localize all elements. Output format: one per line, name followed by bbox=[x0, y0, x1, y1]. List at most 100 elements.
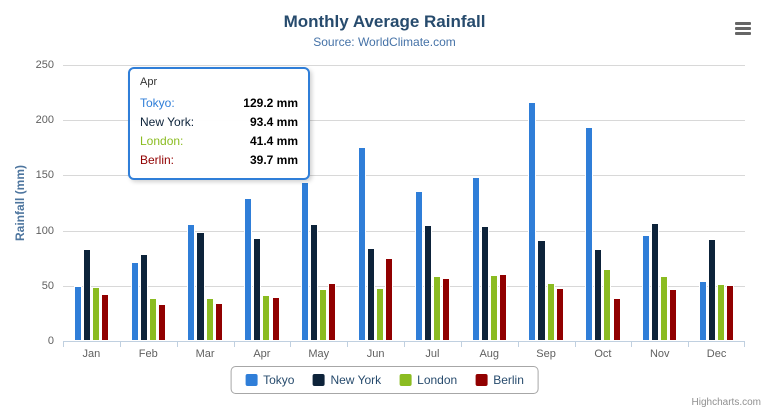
legend-swatch bbox=[245, 374, 258, 386]
legend-label: London bbox=[417, 373, 458, 387]
y-axis-label: 250 bbox=[35, 59, 54, 71]
column-tokyo-apr[interactable] bbox=[244, 198, 253, 341]
column-berlin-jul[interactable] bbox=[442, 277, 451, 341]
column-tokyo-mar[interactable] bbox=[187, 223, 196, 341]
x-axis-label: Sep bbox=[536, 348, 556, 360]
x-axis-label: Aug bbox=[479, 348, 500, 360]
column-london-apr[interactable] bbox=[262, 295, 271, 341]
legend-label: Berlin bbox=[493, 373, 524, 387]
column-london-sep[interactable] bbox=[546, 283, 555, 341]
column-new-york-mar[interactable] bbox=[196, 232, 205, 341]
column-berlin-oct[interactable] bbox=[612, 297, 621, 341]
tooltip-value: 93.4 mm bbox=[249, 115, 298, 129]
x-axis-tick bbox=[460, 342, 462, 347]
column-berlin-sep[interactable] bbox=[555, 288, 564, 341]
hamburger-menu-icon bbox=[735, 27, 751, 30]
legend: Tokyo New York London Berlin bbox=[230, 366, 539, 394]
chart-subtitle: Source: WorldClimate.com bbox=[313, 35, 456, 49]
column-berlin-may[interactable] bbox=[328, 282, 337, 341]
x-axis-tick bbox=[176, 342, 178, 347]
tooltip-header: Apr bbox=[140, 76, 158, 88]
chart-title: Monthly Average Rainfall bbox=[283, 12, 486, 31]
tooltip-value: 39.7 mm bbox=[249, 153, 298, 167]
x-axis-tick bbox=[631, 342, 633, 347]
column-tokyo-jan[interactable] bbox=[73, 285, 82, 341]
y-axis-label: 100 bbox=[35, 224, 54, 237]
tooltip-series-label: Berlin: bbox=[140, 153, 175, 167]
y-axis-label: 150 bbox=[35, 169, 54, 182]
column-london-may[interactable] bbox=[319, 289, 328, 341]
tooltip-rows: Tokyo: 129.2 mm New York: 93.4 mm London: 41.… bbox=[140, 94, 298, 170]
column-tokyo-dec[interactable] bbox=[698, 280, 707, 341]
column-berlin-nov[interactable] bbox=[669, 289, 678, 341]
column-new-york-jun[interactable] bbox=[366, 247, 376, 341]
credits-link[interactable]: Highcharts.com bbox=[691, 397, 761, 408]
column-london-dec[interactable] bbox=[717, 284, 726, 341]
column-new-york-may[interactable] bbox=[310, 223, 319, 341]
column-berlin-feb[interactable] bbox=[157, 304, 166, 341]
x-axis-tick bbox=[347, 342, 349, 347]
column-london-nov[interactable] bbox=[660, 275, 669, 341]
x-axis-label: May bbox=[308, 348, 330, 360]
legend-item-tokyo[interactable]: Tokyo bbox=[245, 373, 294, 387]
y-axis-title: Rainfall (mm) bbox=[13, 164, 27, 242]
legend-item-new-york[interactable]: New York bbox=[312, 373, 381, 387]
tooltip-row: Tokyo: 129.2 mm bbox=[140, 94, 298, 113]
column-tokyo-oct[interactable] bbox=[585, 126, 594, 341]
hamburger-menu-icon bbox=[735, 22, 751, 25]
column-london-aug[interactable] bbox=[489, 275, 498, 341]
column-new-york-jan[interactable] bbox=[82, 248, 91, 341]
tooltip-value: 41.4 mm bbox=[249, 134, 298, 148]
x-axis-label: Jun bbox=[366, 348, 385, 360]
column-berlin-jan[interactable] bbox=[101, 294, 110, 341]
column-new-york-dec[interactable] bbox=[707, 239, 717, 341]
tooltip-row: New York: 93.4 mm bbox=[140, 113, 298, 132]
tooltip-series-label: Tokyo: bbox=[140, 96, 175, 110]
column-tokyo-sep[interactable] bbox=[528, 102, 537, 341]
column-tokyo-feb[interactable] bbox=[130, 262, 139, 341]
x-axis-tick bbox=[744, 342, 745, 347]
column-london-jul[interactable] bbox=[432, 275, 441, 341]
column-london-mar[interactable] bbox=[205, 297, 214, 341]
tooltip: Apr Tokyo: 129.2 mm New York: 93.4 mm London… bbox=[128, 67, 310, 180]
x-axis-label: Feb bbox=[138, 348, 158, 360]
column-tokyo-aug[interactable] bbox=[471, 177, 480, 341]
legend-item-berlin[interactable]: Berlin bbox=[475, 373, 524, 387]
column-new-york-apr[interactable] bbox=[253, 237, 262, 341]
x-axis-tick bbox=[290, 342, 292, 347]
column-berlin-aug[interactable] bbox=[498, 274, 507, 341]
x-axis-tick bbox=[63, 342, 64, 347]
column-tokyo-may[interactable] bbox=[301, 182, 310, 341]
legend-swatch bbox=[399, 374, 412, 386]
column-london-oct[interactable] bbox=[603, 269, 612, 341]
column-new-york-oct[interactable] bbox=[594, 248, 603, 341]
column-tokyo-jun[interactable] bbox=[357, 146, 366, 341]
gridline bbox=[63, 120, 745, 122]
column-london-jun[interactable] bbox=[376, 287, 385, 341]
column-berlin-apr[interactable] bbox=[271, 297, 280, 341]
legend-swatch bbox=[475, 374, 488, 386]
column-tokyo-jul[interactable] bbox=[414, 191, 423, 341]
column-tokyo-nov[interactable] bbox=[642, 235, 651, 341]
x-axis-label: Mar bbox=[195, 348, 215, 360]
x-axis-tick bbox=[517, 342, 519, 347]
gridline bbox=[63, 65, 745, 66]
export-menu-button[interactable] bbox=[733, 18, 755, 39]
column-berlin-dec[interactable] bbox=[726, 284, 735, 341]
column-new-york-nov[interactable] bbox=[651, 223, 660, 341]
column-berlin-jun[interactable] bbox=[385, 257, 394, 341]
column-new-york-jul[interactable] bbox=[423, 225, 432, 341]
tooltip-series-label: London: bbox=[140, 134, 184, 148]
column-london-feb[interactable] bbox=[148, 298, 157, 341]
column-new-york-sep[interactable] bbox=[537, 240, 546, 341]
column-berlin-mar[interactable] bbox=[214, 302, 223, 341]
tooltip-row: London: 41.4 mm bbox=[140, 132, 298, 151]
legend-item-london[interactable]: London bbox=[399, 373, 457, 387]
x-axis-label: Dec bbox=[706, 348, 727, 360]
column-london-jan[interactable] bbox=[91, 287, 100, 341]
column-new-york-feb[interactable] bbox=[139, 254, 148, 341]
column-new-york-aug[interactable] bbox=[480, 225, 489, 341]
gridline bbox=[63, 230, 745, 232]
legend-label: Tokyo bbox=[263, 373, 295, 387]
